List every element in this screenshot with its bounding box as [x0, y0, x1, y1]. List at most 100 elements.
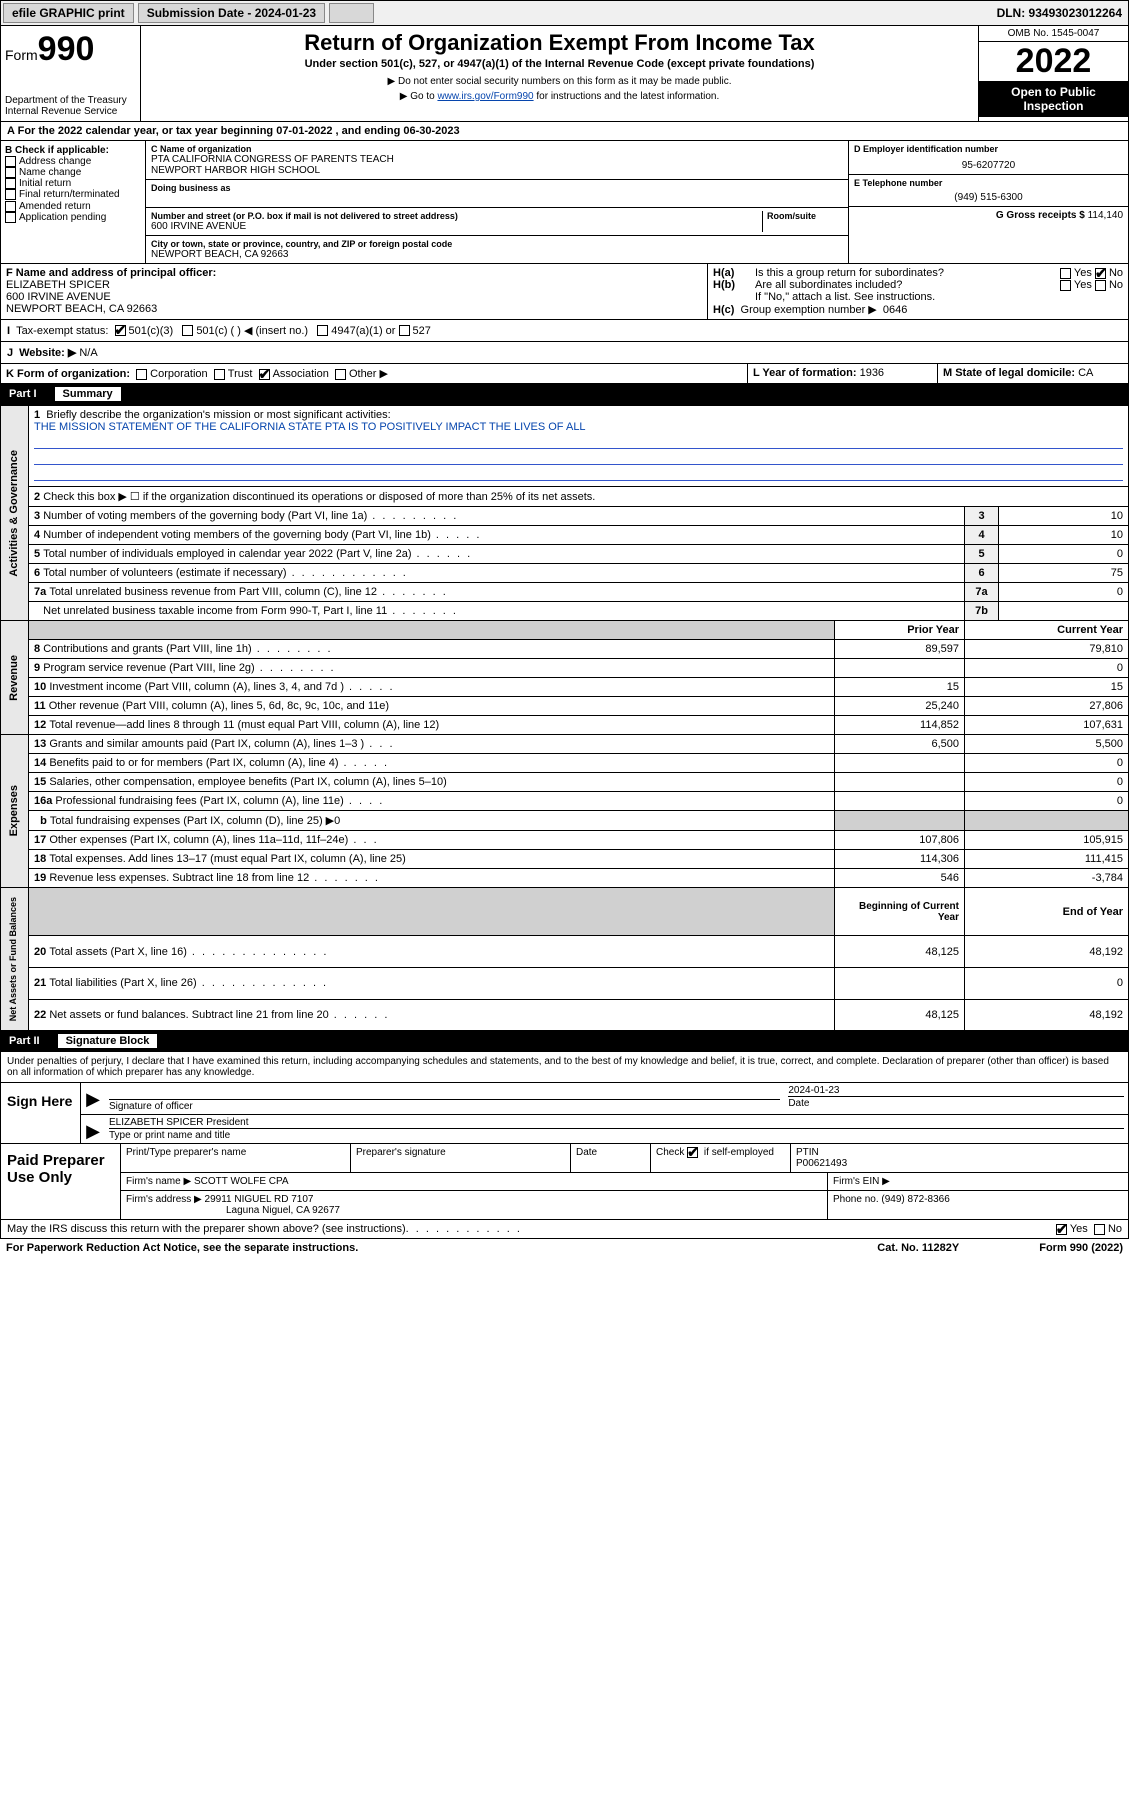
sign-here-block: Sign Here ▶ Signature of officer 2024-01…: [0, 1083, 1129, 1144]
mission-text: THE MISSION STATEMENT OF THE CALIFORNIA …: [34, 421, 586, 433]
r6-num: 6: [34, 567, 40, 579]
r18-prior: 114,306: [835, 850, 965, 869]
b-item-1: Name change: [19, 167, 81, 178]
b-item-2: Initial return: [19, 178, 71, 189]
prep-h2: Preparer's signature: [356, 1147, 565, 1158]
ha-yes[interactable]: [1060, 268, 1071, 279]
ein-label: D Employer identification number: [854, 144, 1123, 154]
submission-date-button[interactable]: Submission Date - 2024-01-23: [138, 3, 325, 23]
hb-no[interactable]: [1095, 280, 1106, 291]
r22-curr: 48,192: [965, 999, 1129, 1031]
r6-key: 6: [965, 564, 999, 583]
chk-assoc[interactable]: [259, 369, 270, 380]
b-item-3: Final return/terminated: [19, 190, 120, 201]
efile-print-button[interactable]: efile GRAPHIC print: [3, 3, 134, 23]
r3-text: Number of voting members of the governin…: [43, 510, 367, 522]
r3-key: 3: [965, 507, 999, 526]
r11-prior: 25,240: [835, 697, 965, 716]
discuss-no[interactable]: [1094, 1224, 1105, 1235]
r15-num: 15: [34, 776, 46, 788]
r13-text: Grants and similar amounts paid (Part IX…: [49, 738, 364, 750]
r21-text: Total liabilities (Part X, line 26): [49, 977, 196, 989]
r5-text: Total number of individuals employed in …: [43, 548, 411, 560]
chk-self-employed[interactable]: [687, 1147, 698, 1158]
prep-h4-pre: Check: [656, 1147, 684, 1158]
side-revenue: Revenue: [6, 649, 22, 707]
dln-label: DLN: 93493023012264: [991, 3, 1128, 23]
chk-trust[interactable]: [214, 369, 225, 380]
footer-left: For Paperwork Reduction Act Notice, see …: [6, 1242, 358, 1254]
city-value: NEWPORT BEACH, CA 92663: [151, 249, 843, 260]
officer-addr2: NEWPORT BEACH, CA 92663: [6, 303, 702, 315]
r15-curr: 0: [965, 773, 1129, 792]
r1-num: 1: [34, 409, 40, 421]
r16a-curr: 0: [965, 792, 1129, 811]
tax-year: 2022: [979, 42, 1128, 81]
ha-no[interactable]: [1095, 268, 1106, 279]
chk-final-return[interactable]: [5, 189, 16, 200]
r8-text: Contributions and grants (Part VIII, lin…: [43, 643, 252, 655]
part1-header: Part I Summary: [0, 384, 1129, 405]
chk-corp[interactable]: [136, 369, 147, 380]
r9-text: Program service revenue (Part VIII, line…: [43, 662, 255, 674]
chk-app-pending[interactable]: [5, 212, 16, 223]
line-j: J Website: ▶ N/A: [0, 342, 1129, 364]
r17-num: 17: [34, 834, 46, 846]
m-value: CA: [1078, 367, 1093, 379]
r7a-text: Total unrelated business revenue from Pa…: [49, 586, 377, 598]
chk-527[interactable]: [399, 325, 410, 336]
sign-here-label: Sign Here: [1, 1083, 81, 1143]
sig-date: 2024-01-23: [788, 1085, 1124, 1096]
line-klm: K Form of organization: Corporation Trus…: [0, 364, 1129, 384]
r11-curr: 27,806: [965, 697, 1129, 716]
inspection-badge: Open to Public Inspection: [979, 81, 1128, 117]
r13-num: 13: [34, 738, 46, 750]
r21-num: 21: [34, 977, 46, 989]
chk-501c[interactable]: [182, 325, 193, 336]
discuss-yes-label: Yes: [1070, 1223, 1088, 1235]
chk-name-change[interactable]: [5, 167, 16, 178]
phone-label: E Telephone number: [854, 178, 1123, 188]
goto-note: ▶ Go to www.irs.gov/Form990 for instruct…: [149, 91, 970, 102]
chk-other[interactable]: [335, 369, 346, 380]
blank-button[interactable]: [329, 3, 374, 23]
chk-initial-return[interactable]: [5, 178, 16, 189]
r12-prior: 114,852: [835, 716, 965, 735]
hb-yes[interactable]: [1060, 280, 1071, 291]
r17-curr: 105,915: [965, 831, 1129, 850]
goto-post: for instructions and the latest informat…: [534, 91, 720, 102]
hdr-end: End of Year: [965, 888, 1129, 936]
chk-501c3[interactable]: [115, 325, 126, 336]
chk-4947[interactable]: [317, 325, 328, 336]
r19-text: Revenue less expenses. Subtract line 18 …: [49, 872, 309, 884]
b-title: B Check if applicable:: [5, 145, 141, 156]
dba-label: Doing business as: [151, 183, 843, 193]
chk-amended[interactable]: [5, 201, 16, 212]
r17-text: Other expenses (Part IX, column (A), lin…: [49, 834, 348, 846]
footer-right: Form 990 (2022): [1039, 1242, 1123, 1254]
chk-address-change[interactable]: [5, 156, 16, 167]
form-label: Form: [5, 47, 38, 63]
ptin-value: P00621493: [796, 1158, 1123, 1169]
l-label: L Year of formation:: [753, 367, 857, 379]
r13-curr: 5,500: [965, 735, 1129, 754]
summary-table: Activities & Governance 1 Briefly descri…: [0, 405, 1129, 1031]
r10-curr: 15: [965, 678, 1129, 697]
dept-label: Department of the Treasury: [5, 95, 136, 106]
r14-prior: [835, 754, 965, 773]
r8-curr: 79,810: [965, 640, 1129, 659]
street-address: 600 IRVINE AVENUE: [151, 221, 758, 232]
discuss-question: May the IRS discuss this return with the…: [7, 1223, 406, 1235]
r10-text: Investment income (Part VIII, column (A)…: [49, 681, 344, 693]
line-a: A For the 2022 calendar year, or tax yea…: [0, 122, 1129, 141]
irs-label: Internal Revenue Service: [5, 106, 136, 117]
discuss-yes[interactable]: [1056, 1224, 1067, 1235]
r2-text: Check this box ▶ ☐ if the organization d…: [43, 491, 595, 503]
r7a-key: 7a: [965, 583, 999, 602]
r1-text: Briefly describe the organization's miss…: [46, 409, 390, 421]
part1-label: Part I: [9, 388, 37, 400]
form990-link[interactable]: www.irs.gov/Form990: [437, 91, 533, 102]
hb-note: If "No," attach a list. See instructions…: [713, 291, 1123, 303]
footer: For Paperwork Reduction Act Notice, see …: [0, 1239, 1129, 1257]
side-netassets: Net Assets or Fund Balances: [6, 891, 20, 1027]
